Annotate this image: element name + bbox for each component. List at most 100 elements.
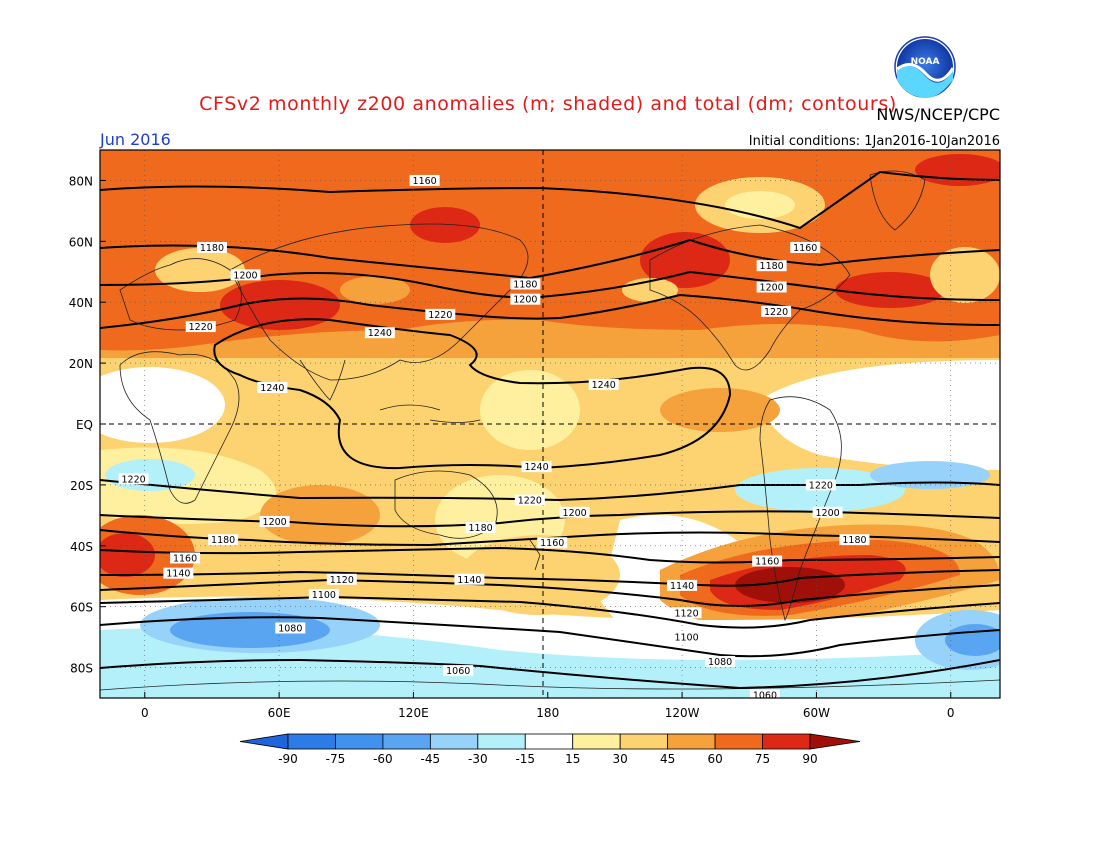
colorbar-tick-label: -45	[421, 752, 441, 766]
contour-label-box	[805, 479, 836, 491]
contour-label: 1220	[764, 307, 788, 318]
contour-label-box	[326, 573, 357, 585]
contour-label: 1220	[809, 480, 833, 491]
contour-label-box	[170, 552, 201, 564]
colorbar-swatch	[429, 733, 479, 750]
contour-label-box	[259, 515, 290, 527]
lon-tick-label: 120E	[398, 706, 429, 720]
colorbar-swatch	[714, 733, 763, 750]
gridlines	[100, 150, 1000, 698]
contour-label-box	[409, 174, 440, 186]
lon-tick-label: 0	[141, 706, 149, 720]
contour-labels: 1160 1160 1180 1180 1180 1200 1200 1200 1220 1220…	[118, 174, 870, 701]
contour-label: 1220	[121, 474, 145, 485]
contour-label: 1180	[469, 523, 493, 534]
contour-label-box	[671, 607, 702, 619]
colorbar: -90 -75 -60 -45 -30 -15 15 30 45 60 75 90	[239, 733, 861, 766]
lat-tick-label: EQ	[76, 418, 93, 432]
colorbar-arrow-left	[239, 733, 289, 750]
contour-label-box	[465, 522, 496, 534]
colorbar-tick-label: 15	[565, 752, 580, 766]
initial-conditions-label: Initial conditions: 1Jan2016-10Jan2016	[749, 134, 1000, 149]
contour-label: 1100	[312, 590, 336, 601]
anomaly-shading	[100, 150, 1000, 698]
contour-label-box	[588, 378, 619, 390]
contour-label-box	[510, 293, 541, 305]
contour-label: 1240	[592, 380, 616, 391]
contour-label-box	[756, 260, 787, 272]
contour-label-box	[761, 305, 792, 317]
contour-label: 1180	[842, 535, 866, 546]
contour-label-box	[118, 473, 149, 485]
contour-label-box	[537, 537, 568, 549]
agency-label: NWS/NCEP/CPC	[876, 105, 1000, 124]
contour-label: 1240	[524, 462, 548, 473]
contour-label-box	[425, 308, 456, 320]
contour-label: 1200	[816, 508, 840, 519]
contour-label: 1160	[413, 176, 437, 187]
colorbar-tick-label: 30	[613, 752, 628, 766]
contour-label: 1080	[708, 657, 732, 668]
contour-label: 1220	[428, 310, 452, 321]
contour-label: 1240	[260, 383, 284, 394]
contour-label: 1200	[513, 295, 537, 306]
contour-label-box	[790, 241, 821, 253]
contour-label-box	[275, 622, 306, 634]
contour-label-box	[521, 461, 552, 473]
lat-tick-label: 20N	[69, 357, 93, 371]
lat-tick-label: 40N	[69, 296, 93, 310]
longitude-axis: 0 60E 120E 180 120W 60W 0	[141, 692, 955, 720]
contour-label: 1160	[540, 538, 564, 549]
contour-label: 1060	[446, 666, 470, 677]
contour-label-box	[752, 555, 783, 567]
lat-tick-label: 60S	[70, 601, 93, 615]
colorbar-tick-label: -30	[468, 752, 488, 766]
contour-label-box	[364, 327, 395, 339]
contour-label: 1180	[513, 279, 537, 290]
contour-label: 1080	[278, 623, 302, 634]
figure-title: CFSv2 monthly z200 anomalies (m; shaded)…	[199, 93, 897, 115]
lat-tick-label: 60N	[69, 235, 93, 249]
colorbar-tick-label: 60	[707, 752, 722, 766]
map-plot-area: 1160 1160 1180 1180 1180 1200 1200 1200 1220 1220…	[100, 150, 1000, 701]
contour-label-box	[671, 631, 702, 643]
contour-label-box	[514, 494, 545, 506]
lat-tick-label: 20S	[70, 479, 93, 493]
colorbar-swatch	[619, 733, 669, 750]
colorbar-swatch	[335, 733, 384, 750]
contour-label: 1100	[674, 633, 698, 644]
contour-label-box	[812, 506, 843, 518]
lon-tick-label: 0	[947, 706, 955, 720]
colorbar-tick-label: -75	[326, 752, 346, 766]
contour-label-box	[185, 321, 216, 333]
contour-label: 1180	[200, 243, 224, 254]
contour-label: 1060	[753, 690, 777, 701]
colorbar-tick-label: 90	[802, 752, 817, 766]
contour-label: 1140	[166, 569, 190, 580]
lon-tick-label: 180	[536, 706, 559, 720]
colorbar-swatch	[287, 733, 336, 750]
lat-tick-label: 80N	[69, 174, 93, 188]
contour-label: 1220	[189, 322, 213, 333]
contour-label-box	[749, 689, 780, 698]
contour-label: 1140	[457, 575, 481, 586]
noaa-logo-text: NOAA	[911, 57, 940, 67]
colorbar-swatch	[477, 733, 526, 750]
contour-label-box	[839, 534, 870, 546]
lon-tick-label: 60E	[268, 706, 291, 720]
contour-label: 1160	[755, 557, 779, 568]
contour-label: 1120	[674, 608, 698, 619]
contour-label-box	[257, 381, 288, 393]
contour-label: 1180	[760, 261, 784, 272]
contour-label-box	[196, 241, 227, 253]
colorbar-tick-label: 75	[755, 752, 770, 766]
lon-tick-label: 60W	[803, 706, 830, 720]
colorbar-tick-label: -90	[278, 752, 298, 766]
coastlines	[100, 170, 1000, 691]
contour-label-box	[559, 506, 590, 518]
contour-label-box	[308, 588, 339, 600]
colorbar-tick-label: -15	[515, 752, 535, 766]
contour-label-box	[705, 655, 736, 667]
contour-label-box	[230, 269, 261, 281]
